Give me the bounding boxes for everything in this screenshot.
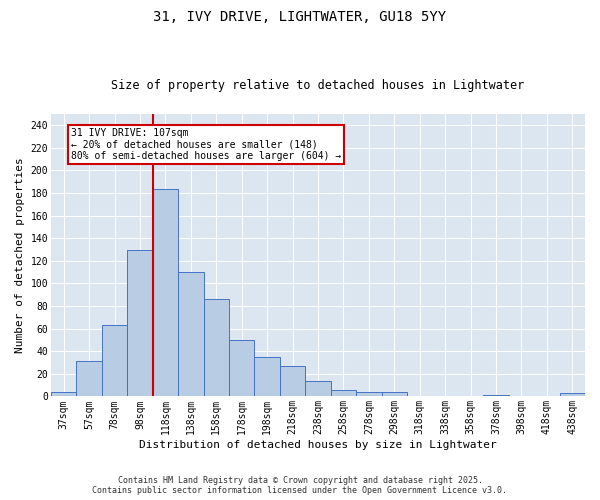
Bar	[178, 272, 203, 396]
Bar	[152, 188, 178, 396]
Bar	[280, 366, 305, 396]
X-axis label: Distribution of detached houses by size in Lightwater: Distribution of detached houses by size …	[139, 440, 497, 450]
Bar	[382, 392, 407, 396]
Bar	[305, 380, 331, 396]
Bar	[76, 362, 102, 396]
Y-axis label: Number of detached properties: Number of detached properties	[15, 158, 25, 353]
Text: Contains HM Land Registry data © Crown copyright and database right 2025.
Contai: Contains HM Land Registry data © Crown c…	[92, 476, 508, 495]
Bar	[51, 392, 76, 396]
Bar	[102, 325, 127, 396]
Bar	[560, 393, 585, 396]
Title: Size of property relative to detached houses in Lightwater: Size of property relative to detached ho…	[112, 79, 524, 92]
Bar	[254, 357, 280, 397]
Bar	[356, 392, 382, 396]
Bar	[203, 300, 229, 396]
Bar	[331, 390, 356, 396]
Bar	[229, 340, 254, 396]
Text: 31 IVY DRIVE: 107sqm
← 20% of detached houses are smaller (148)
80% of semi-deta: 31 IVY DRIVE: 107sqm ← 20% of detached h…	[71, 128, 341, 161]
Bar	[127, 250, 152, 396]
Text: 31, IVY DRIVE, LIGHTWATER, GU18 5YY: 31, IVY DRIVE, LIGHTWATER, GU18 5YY	[154, 10, 446, 24]
